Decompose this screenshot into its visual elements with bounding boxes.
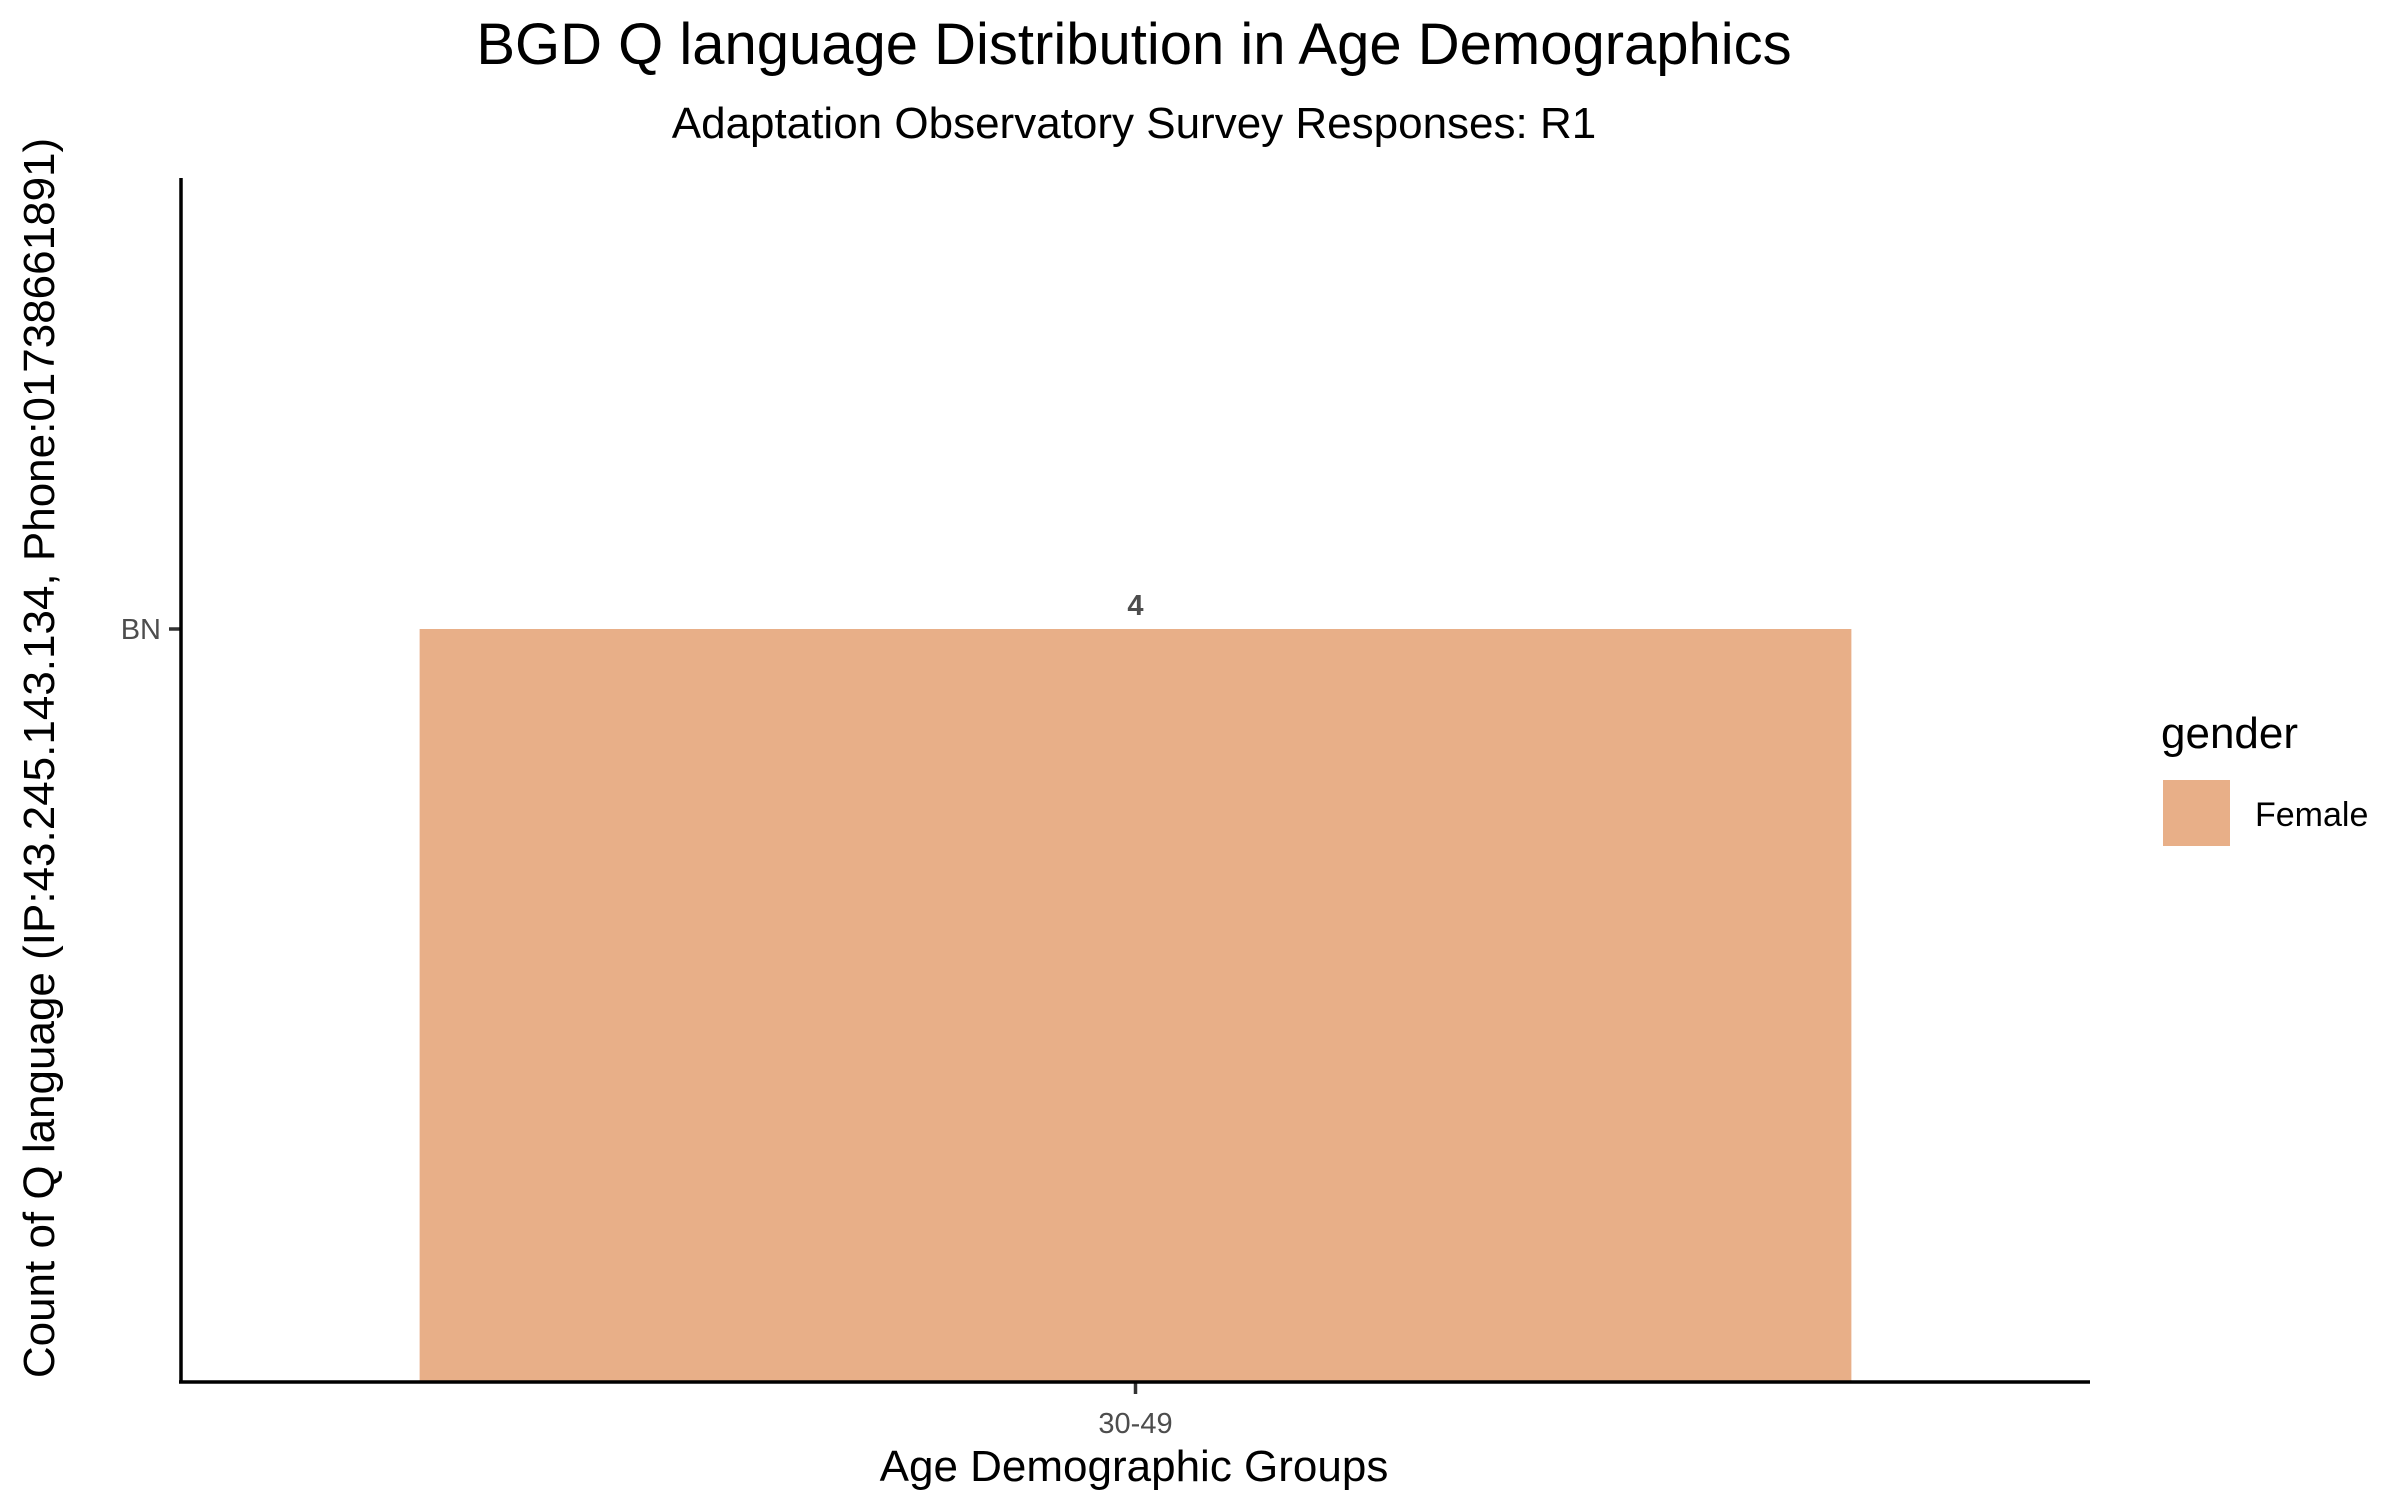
legend-swatch-female [2163,780,2230,846]
legend-label-female: Female [2255,796,2368,834]
plot-area: 4 30-49 BN [121,590,1852,1440]
chart-subtitle: Adaptation Observatory Survey Responses:… [672,99,1596,148]
y-axis-title: Count of Q language (IP:43.245.143.134, … [15,138,64,1378]
x-tick-label: 30-49 [1098,1408,1172,1440]
x-axis-title: Age Demographic Groups [880,1442,1389,1491]
legend-title: gender [2161,709,2298,758]
chart-title: BGD Q language Distribution in Age Demog… [476,12,1791,77]
bar-30-49-female [419,629,1852,1382]
bar-data-label: 4 [1127,590,1143,622]
legend: gender Female [2161,709,2368,846]
y-tick-label: BN [121,614,161,646]
